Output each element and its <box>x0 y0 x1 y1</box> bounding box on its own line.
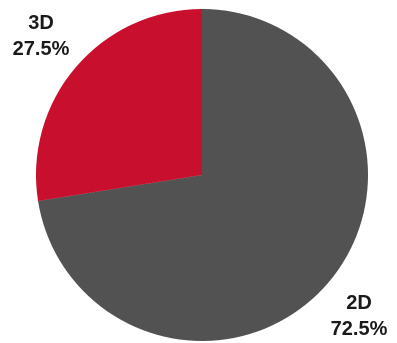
slice-percent-2d: 72.5% <box>330 318 388 340</box>
slice-percent-3d: 27.5% <box>12 38 70 60</box>
slice-label-2d: 2D 72.5% <box>328 290 390 342</box>
pie-slice-3d <box>35 9 202 201</box>
pie-slice-2d <box>38 9 368 341</box>
slice-label-3d: 3D 27.5% <box>6 10 76 62</box>
slice-name-2d: 2D <box>346 292 372 314</box>
slice-name-3d: 3D <box>28 12 54 34</box>
